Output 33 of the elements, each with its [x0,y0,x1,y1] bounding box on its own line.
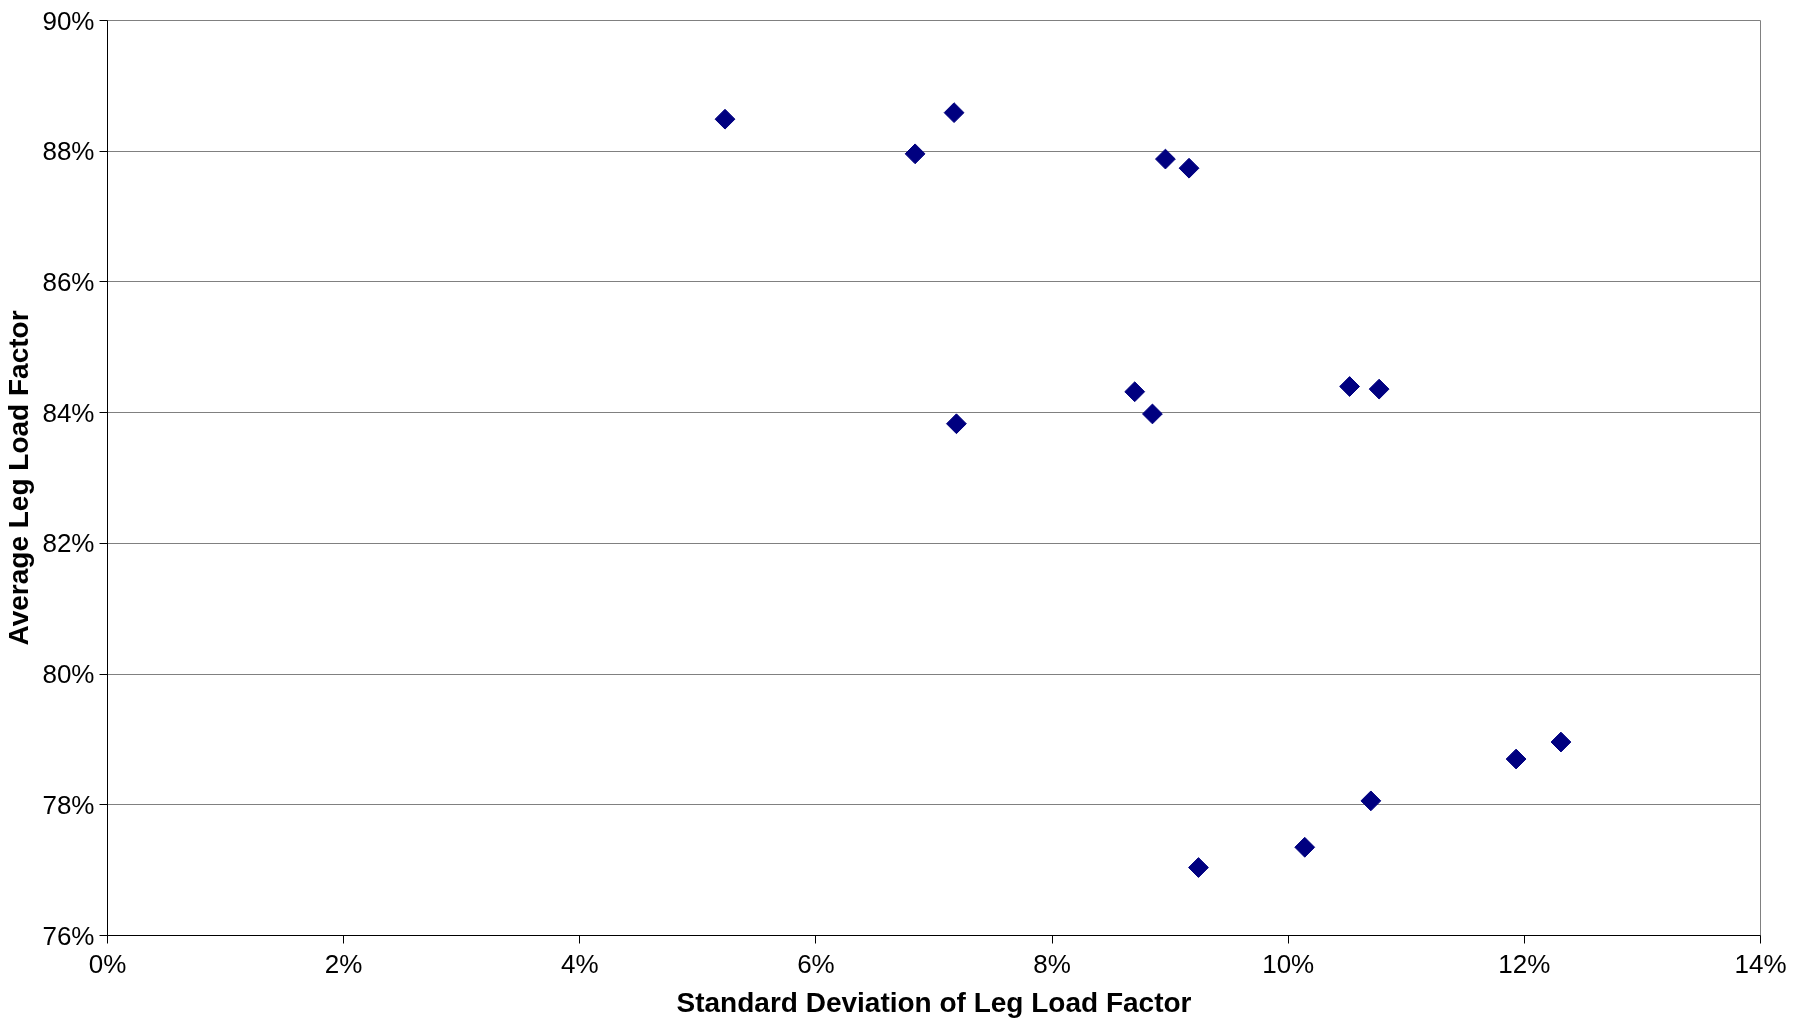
x-tick-label: 8% [1033,948,1071,979]
point [1124,381,1146,403]
x-tick-label: 4% [561,948,599,979]
point [1188,857,1209,878]
y-tick-label: 88% [42,136,95,167]
x-tick-label: 10% [1262,948,1315,979]
y-tick-label: 80% [42,659,95,690]
y-tick-label: 76% [42,920,95,951]
x-tick-label: 6% [797,948,835,979]
point [1505,748,1527,770]
y-axis-title: Average Leg Load Factor [3,310,35,646]
point [943,102,965,124]
x-tick-label: 12% [1498,948,1551,979]
x-tick-label: 14% [1734,948,1787,979]
y-tick-label: 82% [42,528,95,559]
y-tick-label: 78% [42,789,95,820]
y-tick-label: 86% [42,266,95,297]
point [1178,157,1200,179]
x-tick-label: 2% [324,948,363,979]
point [1368,378,1390,400]
x-axis-title: Standard Deviation of Leg Load Factor [676,986,1192,1018]
point [1550,731,1572,753]
point [1294,836,1316,858]
point [714,108,736,130]
point [1155,148,1176,170]
point [1142,403,1163,425]
x-tick-label: 0% [88,948,127,979]
y-tick-label: 84% [42,397,95,428]
point [904,143,926,165]
y-tick-label: 90% [42,5,95,36]
point [946,413,967,435]
point [1339,376,1361,397]
point [1360,790,1382,812]
